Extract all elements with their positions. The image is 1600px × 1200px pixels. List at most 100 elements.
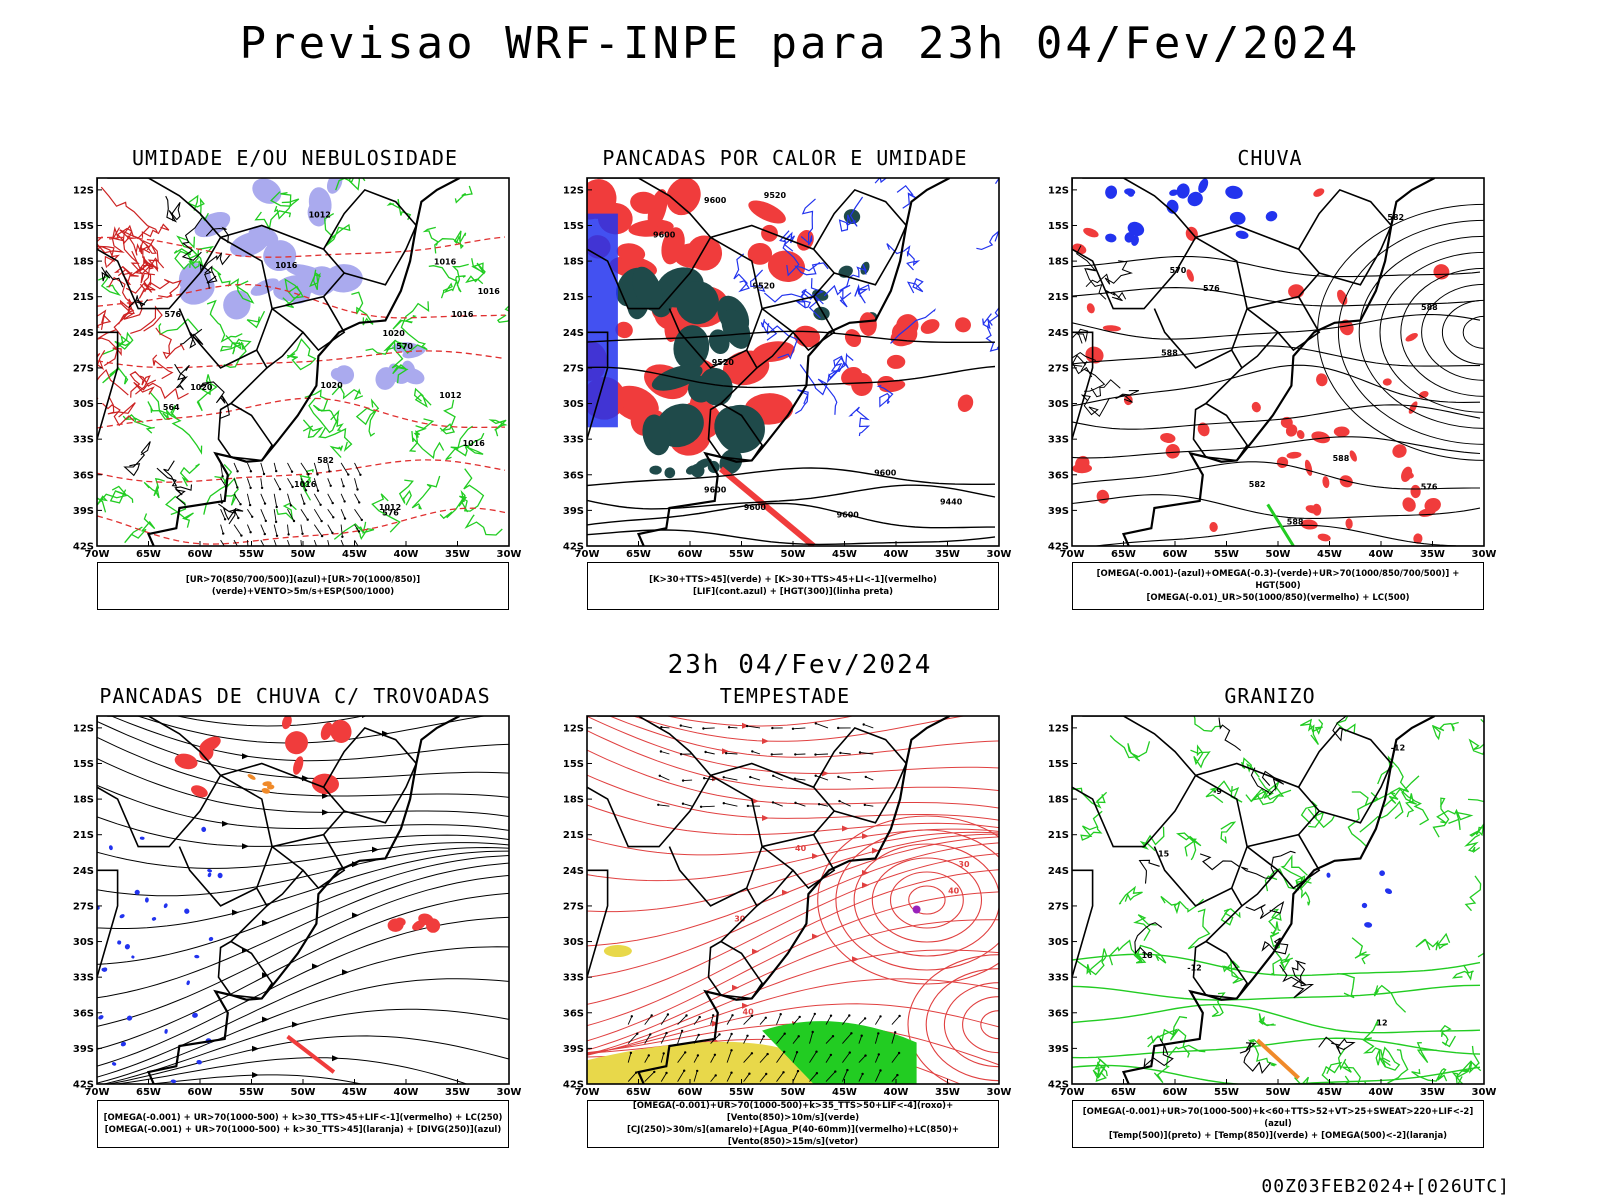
lif-blue-area [587, 213, 618, 428]
divergence-blue-dot [134, 889, 140, 895]
humidity-upper-patch [326, 178, 343, 194]
instability-green-area [632, 266, 663, 311]
wind-vector-head [765, 1072, 768, 1076]
streamline [97, 816, 509, 847]
country-border [710, 224, 836, 310]
hgt500-contour [1462, 315, 1484, 349]
wind-vector [247, 508, 253, 518]
lc850-streamline [665, 716, 855, 727]
rain-red-area [1209, 522, 1218, 532]
lc850-streamline [871, 857, 983, 943]
country-border [266, 307, 305, 369]
wind-vector [858, 1018, 866, 1025]
wind-vector [874, 1070, 881, 1082]
wind-vector [260, 493, 266, 504]
divergence-blue-dot [124, 944, 130, 950]
lon-tick-label: 50W [1266, 1087, 1291, 1098]
instability-green-area [690, 463, 705, 478]
instability-red-area [666, 178, 701, 216]
humidity-lower-contour [324, 213, 351, 247]
temp850-contour [1436, 808, 1474, 830]
wind-vector [287, 524, 290, 535]
wind-vector [677, 1070, 685, 1082]
thunder-red-area [282, 716, 292, 730]
wind-vector [327, 539, 330, 546]
temp850-contour [1072, 787, 1108, 809]
humidity-contour [146, 238, 165, 273]
hgt500-contour [1072, 354, 1088, 372]
humidity-upper-patch [250, 278, 279, 296]
humidity-lower-contour [458, 468, 485, 512]
map-chuva: 588 588 588 582 576 570 576 582 588 12S 15S 18S 21S 2… [1048, 177, 1496, 560]
streamline [105, 1035, 509, 1084]
wind-vector [273, 462, 277, 472]
rain-blue-area [1105, 185, 1118, 199]
divergence-blue-dot [139, 836, 145, 840]
instability-green-area [664, 467, 676, 479]
wind-vector [842, 1015, 850, 1025]
legend-line: [OMEGA(-0.001) + UR>70(1000-500) + k>30_… [104, 1125, 502, 1135]
wind-vector [287, 493, 292, 506]
wind-vector [220, 524, 224, 534]
lat-tick-label: 39S [563, 1044, 584, 1055]
wind-vector [677, 1015, 687, 1025]
wind-vector [815, 753, 829, 756]
wind-vector-head [861, 1072, 864, 1076]
lon-tick-label: 60W [678, 1087, 703, 1098]
wind-vector-head [748, 1072, 751, 1075]
country-border [1241, 845, 1280, 907]
temp500-contour [1279, 961, 1307, 986]
country-border [302, 834, 346, 890]
humidity-lower-contour [299, 468, 314, 501]
divergence-blue-dot [194, 954, 200, 959]
streamline [97, 978, 509, 1084]
rain-red-area [1413, 533, 1423, 544]
humidity-contour [97, 368, 129, 400]
humidity-lower-contour [173, 245, 215, 265]
humidity-upper-patch [375, 367, 396, 390]
lon-tick-label: 40W [884, 549, 909, 560]
lon-tick-label: 50W [781, 549, 806, 560]
wind-vector [874, 1054, 880, 1063]
temp850-contour [1175, 832, 1202, 861]
wind-vector [723, 802, 738, 807]
lc850-streamline [962, 996, 999, 1054]
humidity-lower-contour [246, 310, 266, 329]
wind-vector-head [764, 1016, 767, 1019]
pressure-contour [156, 460, 178, 487]
panel-title: GRANIZO [1224, 684, 1316, 708]
rain-red-area [1286, 451, 1302, 459]
rain-red-area [1123, 394, 1133, 406]
panel-trovoadas: PANCADAS DE CHUVA C/ TROVOADAS 12S 15S 18S… [55, 684, 535, 1164]
wind-vector-head [731, 1014, 734, 1017]
lif-contour [800, 198, 816, 246]
wind-vector [726, 752, 738, 755]
humidity-contour [127, 235, 143, 256]
country-border [322, 188, 418, 286]
streamline-arrow [732, 984, 739, 991]
rain-red-area [1382, 378, 1392, 386]
country-border [1192, 349, 1249, 462]
lon-tick-label: 70W [575, 1087, 600, 1098]
wind-vector-head [275, 469, 278, 473]
wind-vector [313, 508, 322, 522]
lc850-streamline [587, 828, 999, 856]
wind-vector [327, 462, 330, 472]
wind-vector [340, 509, 346, 519]
humidity-contour [121, 301, 143, 320]
wind-vector-head [328, 547, 330, 549]
wind-vector-head [683, 1069, 686, 1072]
lat-tick-label: 36S [563, 470, 584, 481]
wind-vector-head [306, 518, 309, 521]
mid-title: 23h 04/Fev/2024 [667, 650, 933, 680]
wind-vector [233, 524, 242, 536]
lif-contour [749, 269, 766, 292]
lon-tick-label: 45W [1317, 549, 1342, 560]
wind-vector-head [877, 1053, 880, 1056]
humidity-lower-contour [179, 463, 200, 487]
wind-vector [891, 1032, 896, 1044]
legend-line: [CJ(250)>30m/s](amarelo)+[Agua_P(40-60mm… [626, 1125, 960, 1147]
humidity-lower-contour [158, 318, 199, 336]
lat-tick-label: 15S [73, 759, 94, 770]
